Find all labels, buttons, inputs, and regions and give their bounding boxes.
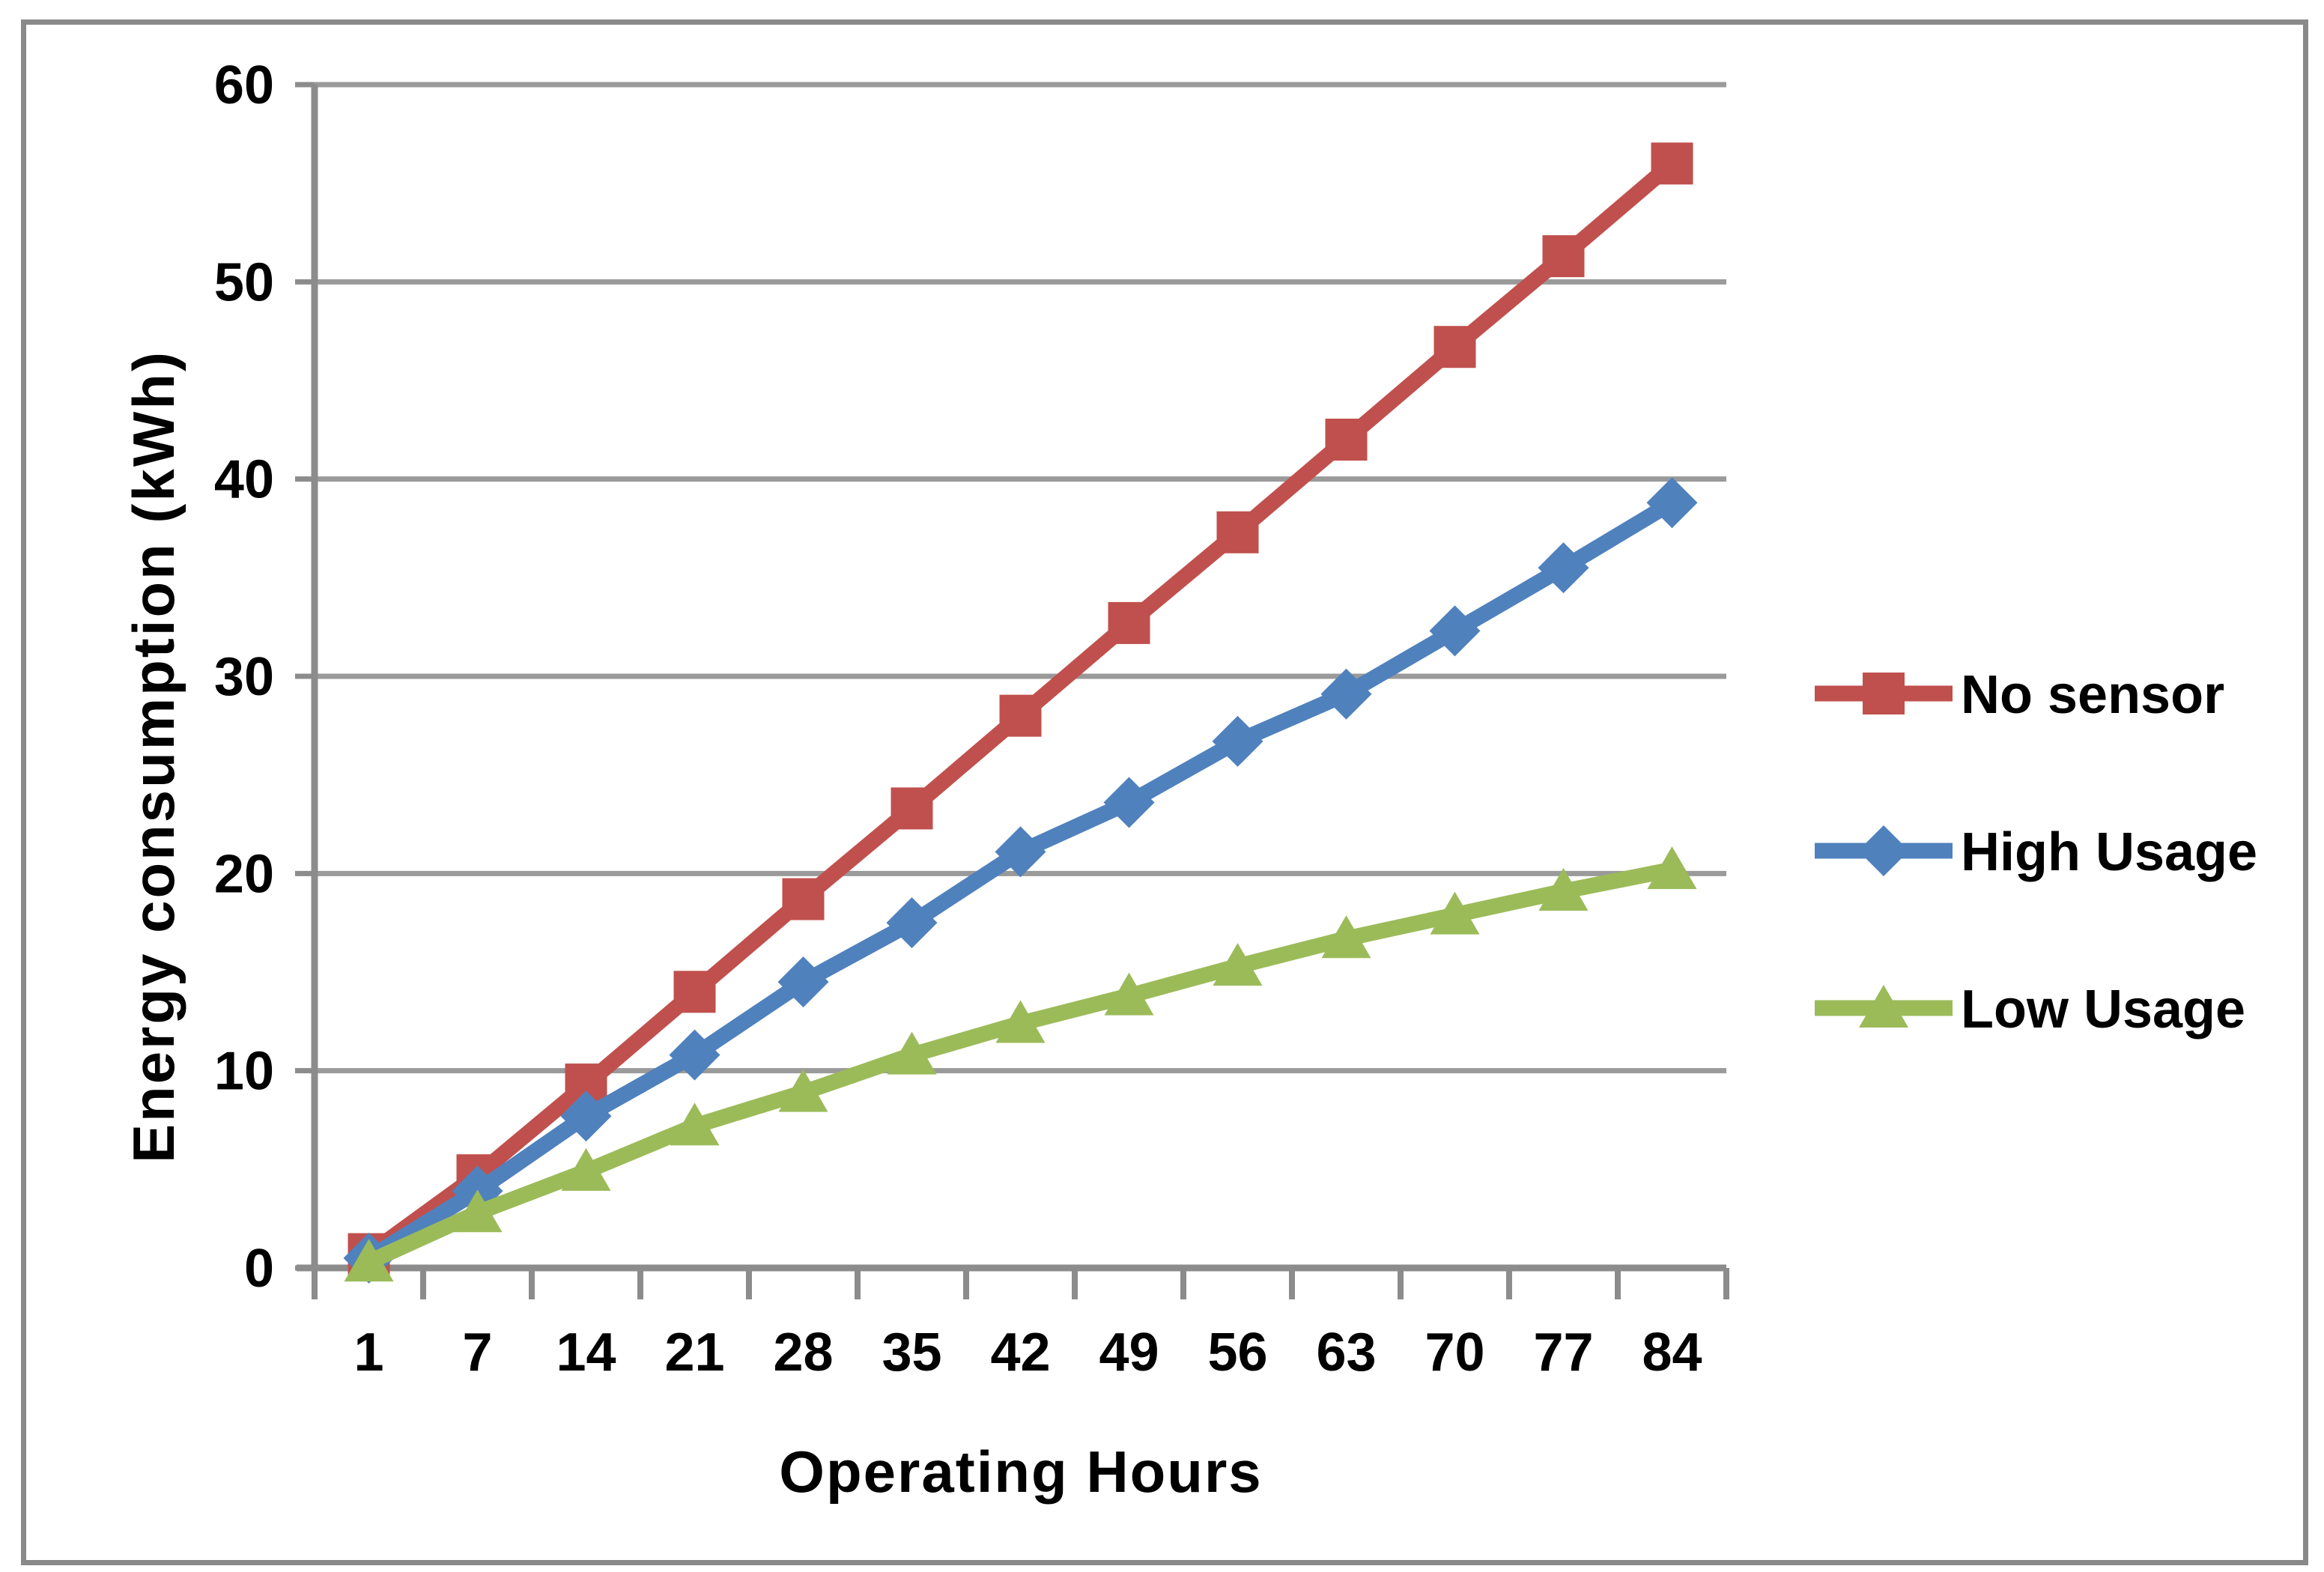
x-tick-label: 7 [462,1323,492,1383]
x-tick-label: 42 [990,1323,1050,1383]
data-point-marker-low-usage [887,1031,937,1075]
data-point-marker-no-sensor [1651,142,1693,185]
data-point-marker-low-usage [1430,891,1480,935]
data-point-marker-high-usage [560,1090,612,1142]
data-point-marker-high-usage [777,956,829,1008]
legend-label: Low Usage [1961,980,2245,1040]
data-point-marker-low-usage [670,1102,720,1146]
x-tick-label: 14 [556,1323,616,1383]
legend-item-low-usage: Low Usage [1815,980,2245,1040]
legend-marker-no-sensor [1863,673,1905,714]
data-point-marker-high-usage [995,826,1046,878]
series-line-high-usage [361,494,1680,1266]
legend-item-no-sensor: No sensor [1815,665,2224,725]
data-point-marker-low-usage [1647,846,1697,890]
y-tick-label: 10 [214,1042,274,1102]
x-tick-label: 49 [1099,1323,1159,1383]
series-line-low-usage [361,861,1680,1270]
data-point-marker-no-sensor [673,971,716,1013]
data-point-marker-no-sensor [1325,419,1368,461]
x-tick-label: 84 [1642,1323,1702,1383]
x-axis-title: Operating Hours [779,1439,1262,1505]
y-tick-label: 50 [214,252,274,312]
data-point-marker-high-usage [1429,605,1481,657]
y-tick-label: 20 [214,844,274,904]
tick-labels: 0 10 20 30 40 50 60 1 7 14 21 28 35 42 49 56 63 70 77 84 [214,55,1702,1383]
legend-label: High Usage [1961,822,2257,882]
data-point-marker-high-usage [1212,715,1263,767]
data-point-marker-low-usage [1538,868,1589,911]
data-point-marker-low-usage [995,1000,1046,1043]
x-tick-label: 77 [1533,1323,1593,1383]
data-point-marker-high-usage [1103,777,1155,828]
data-point-marker-no-sensor [891,787,933,830]
y-axis-title: Energy consumption (kWh) [121,350,186,1163]
data-point-marker-low-usage [778,1069,828,1112]
x-tick-label: 63 [1316,1323,1376,1383]
y-tick-label: 40 [214,450,274,510]
data-point-marker-low-usage [452,1189,503,1233]
data-point-marker-no-sensor [1433,326,1476,368]
data-point-marker-low-usage [561,1147,611,1191]
data-point-marker-high-usage [1320,668,1372,720]
y-tick-label: 30 [214,647,274,707]
y-tick-label: 60 [214,55,274,115]
data-point-marker-high-usage [886,897,938,949]
data-point-marker-no-sensor [1108,601,1150,644]
legend-label: No sensor [1961,665,2224,725]
data-point-marker-low-usage [344,1239,394,1282]
data-point-marker-no-sensor [999,694,1042,737]
x-tick-label: 70 [1425,1323,1484,1383]
gridlines [315,82,1726,1074]
legend-marker-high-usage [1858,825,1909,876]
x-tick-label: 1 [354,1323,383,1383]
x-tick-label: 56 [1207,1323,1267,1383]
legend: No sensor High Usage Low Usage [1815,665,2257,1040]
legend-marker-low-usage [1859,985,1908,1028]
data-point-marker-low-usage [1213,943,1263,986]
data-point-marker-low-usage [1104,972,1154,1016]
data-point-marker-no-sensor [1542,235,1585,278]
x-tick-label: 21 [664,1323,724,1383]
data-point-marker-high-usage [1646,477,1698,529]
x-tick-label: 35 [882,1323,941,1383]
data-series [343,142,1698,1284]
axes [295,82,1729,1299]
data-point-marker-high-usage [1538,542,1589,594]
y-tick-label: 0 [244,1239,274,1299]
chart-border [21,19,2308,1565]
data-point-marker-no-sensor [782,878,825,920]
data-point-marker-low-usage [1321,915,1371,959]
legend-item-high-usage: High Usage [1815,822,2257,882]
x-tick-label: 28 [773,1323,833,1383]
data-point-marker-high-usage [669,1029,720,1081]
data-point-marker-no-sensor [1216,511,1259,553]
